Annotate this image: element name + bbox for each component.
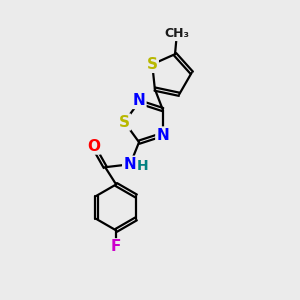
Text: N: N [133, 93, 146, 108]
Text: N: N [123, 157, 136, 172]
Text: N: N [156, 128, 169, 142]
Text: H: H [137, 159, 148, 173]
Text: F: F [111, 239, 121, 254]
Text: O: O [87, 139, 100, 154]
Text: S: S [147, 57, 158, 72]
Text: S: S [119, 115, 130, 130]
Text: CH₃: CH₃ [164, 27, 189, 40]
